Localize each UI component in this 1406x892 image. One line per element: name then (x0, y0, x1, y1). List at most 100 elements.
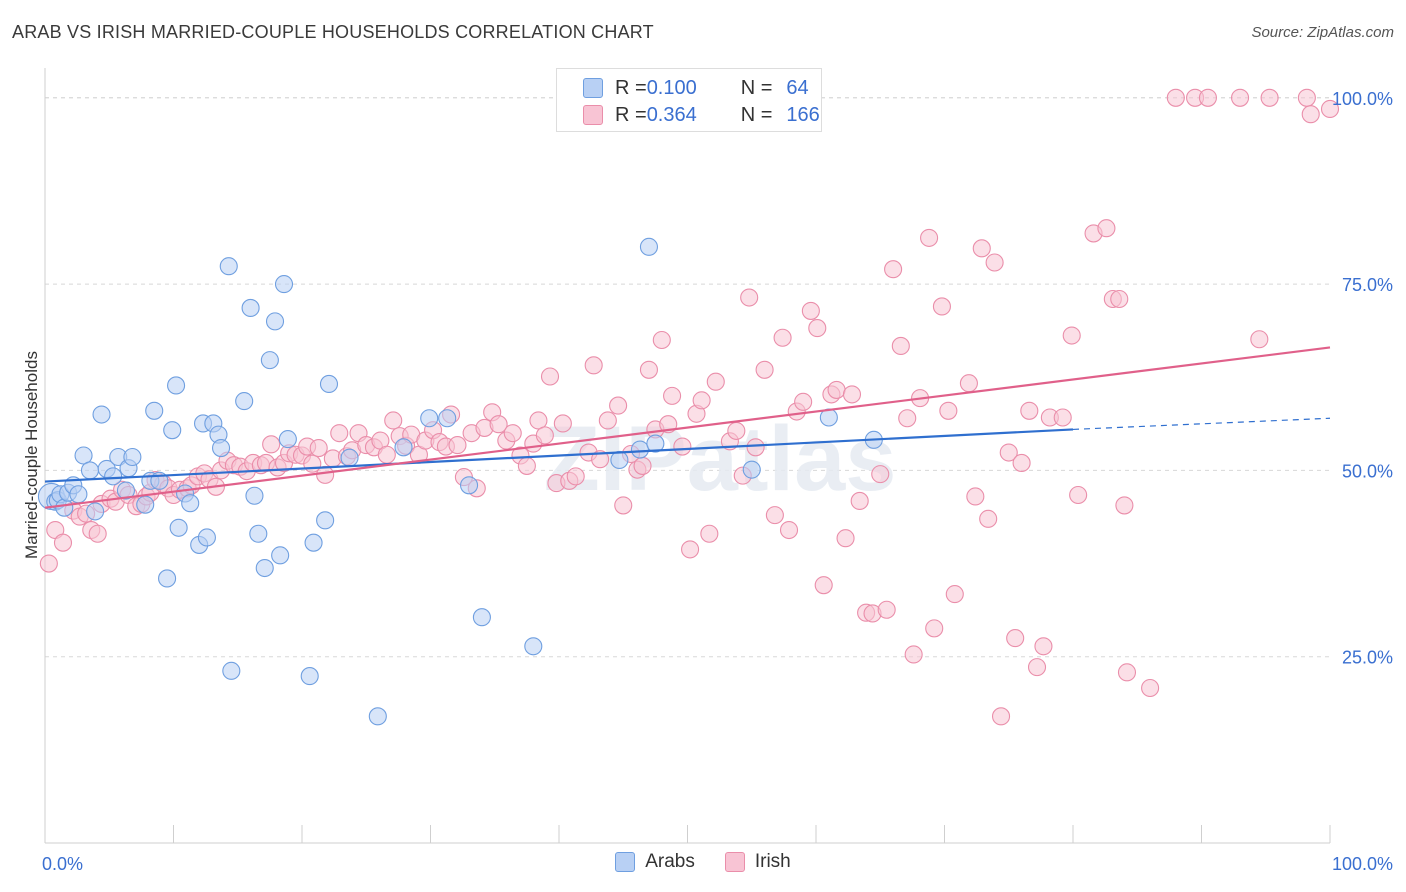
arab-point (300, 667, 319, 686)
irish-point (262, 435, 281, 454)
arab-point (271, 546, 290, 565)
irish-point (740, 288, 759, 307)
irish-point (692, 391, 711, 410)
irish-point (1141, 678, 1160, 698)
irish-point (1062, 326, 1081, 345)
irish-point (871, 465, 890, 484)
irish-point (1117, 663, 1137, 682)
irish-point (681, 540, 700, 559)
arab-point (438, 409, 457, 428)
irish-point (1198, 88, 1217, 107)
arab-point (265, 312, 285, 331)
irish-point (1006, 629, 1025, 648)
irish-point (53, 533, 73, 552)
y-tick-label: 50.0% (1342, 461, 1393, 481)
irish-point (1012, 453, 1031, 473)
irish-point (553, 414, 572, 433)
arab-point (274, 275, 294, 294)
irish-point (609, 396, 628, 415)
arab-point (630, 440, 650, 459)
arab-point (304, 533, 323, 552)
irish-point (566, 467, 585, 486)
arab-point (646, 434, 665, 453)
irish-point (884, 260, 903, 279)
irish-point (517, 456, 536, 475)
irish-point (1320, 99, 1340, 119)
arab-point (181, 494, 200, 513)
irish-point (836, 529, 855, 548)
arab-point (472, 608, 491, 627)
arab-point (86, 502, 105, 521)
irish-point (639, 360, 659, 379)
arab-point (123, 447, 142, 467)
arab-point (211, 438, 231, 458)
arab-point (742, 460, 761, 479)
arab-point (163, 421, 182, 440)
arab-point (241, 298, 260, 318)
irish-point (633, 456, 652, 475)
irish-point (939, 401, 958, 420)
irish-point (448, 436, 467, 455)
arab-point (368, 707, 387, 726)
irish-point (377, 445, 396, 464)
correlation-legend: R = 0.100 N = 64 R = 0.364 N = 166 (556, 68, 822, 132)
arab-point (219, 257, 238, 276)
arab-point (459, 476, 479, 495)
arab-point (524, 637, 543, 656)
irish-point (700, 524, 719, 543)
irish-point (503, 424, 522, 443)
irish-point (972, 239, 991, 258)
irish-point (814, 576, 833, 595)
irish-point (827, 380, 846, 399)
trend-lines (44, 346, 1331, 509)
irish-point (1166, 88, 1185, 107)
arab-point (235, 392, 254, 411)
legend-item-arabs[interactable]: Arabs (615, 851, 695, 873)
irish-trend-line (44, 346, 1331, 509)
irish-point (591, 450, 610, 469)
arab-point (222, 661, 241, 680)
arab-point (260, 351, 279, 370)
irish-point (801, 301, 820, 320)
irish-point (966, 487, 985, 506)
legend-label-irish: Irish (754, 851, 791, 872)
arab-point (167, 376, 186, 395)
n-label: N = (740, 103, 773, 126)
legend-item-irish[interactable]: Irish (724, 851, 791, 873)
y-tick-label: 75.0% (1342, 275, 1393, 295)
irish-point (489, 415, 508, 434)
arab-point (340, 448, 359, 467)
x-tick-label: 0.0% (42, 854, 83, 874)
source-note: Source: ZipAtlas.com (1251, 24, 1394, 41)
irish-point (979, 509, 998, 528)
irish-point (898, 409, 917, 428)
irish-point (529, 411, 548, 430)
irish-point (727, 421, 746, 440)
irish-point (309, 438, 328, 458)
irish-point (842, 385, 862, 404)
irish-swatch (724, 852, 745, 872)
arab-point (610, 450, 629, 470)
irish-point (1069, 485, 1088, 505)
gridlines (45, 97, 1330, 658)
arab-point (136, 495, 155, 514)
irish-point (746, 438, 765, 457)
r-label: R = (615, 76, 647, 99)
x-tick-label: 100.0% (1332, 854, 1393, 874)
irish-point (673, 437, 692, 456)
arab-point (394, 438, 413, 457)
irish-point (808, 319, 827, 338)
r-label: R = (615, 103, 647, 126)
irish-point (850, 491, 869, 511)
arab-point (92, 405, 111, 424)
irish-point (614, 496, 633, 515)
irish-point (535, 426, 554, 445)
irish-point (652, 330, 671, 350)
irish-point (945, 585, 964, 604)
irish-point (1297, 88, 1316, 107)
irish-point (330, 424, 349, 443)
irish-point (959, 374, 978, 393)
irish-point (794, 392, 813, 411)
arab-point (255, 558, 274, 578)
